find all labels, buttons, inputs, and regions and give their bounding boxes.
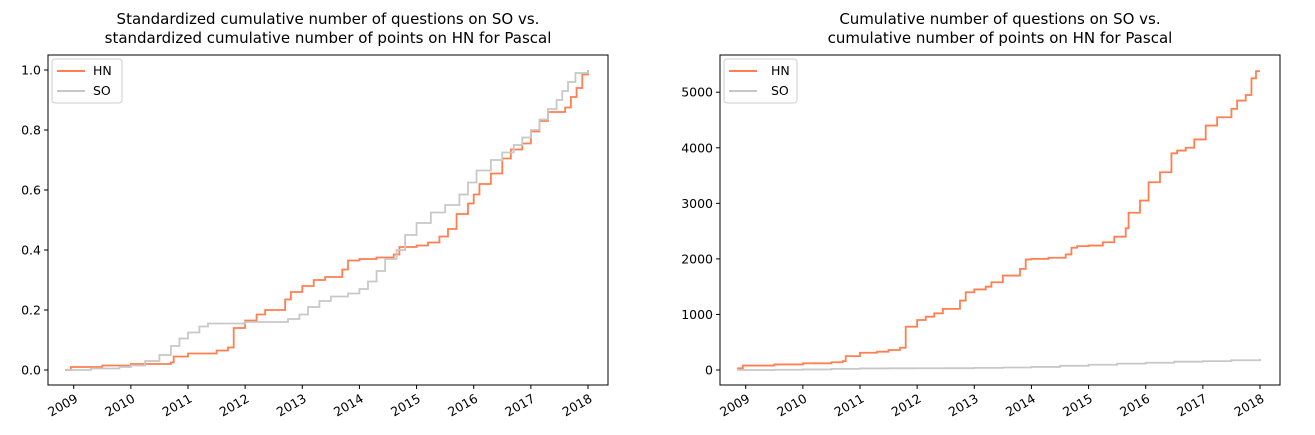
right-y-tick-label: 5000 [681,85,713,100]
left-y-tick-label: 1.0 [21,63,41,78]
right-plot [737,70,1261,371]
right-y-tick-label: 4000 [681,140,713,155]
chart-right: Cumulative number of questions on SO vs.… [681,10,1281,420]
left-plot-frame [47,54,609,386]
right-y-tick-label: 3000 [681,196,713,211]
left-y-tick-label: 0.6 [21,183,41,198]
right-legend-hn-label: HN [771,63,790,78]
left-x-tick-label: 2012 [217,391,252,420]
left-y-tick-label: 0.4 [21,243,41,258]
right-x-tick-label: 2011 [831,391,866,420]
right-legend: HN SO [723,58,798,104]
right-title-line-2: cumulative number of points on HN for Pa… [828,29,1173,47]
right-title-line-1: Cumulative number of questions on SO vs. [839,10,1160,28]
right-y-axis: 0 1000 2000 3000 4000 5000 [681,85,720,378]
right-x-tick-label: 2012 [889,391,924,420]
left-y-tick-label: 0.0 [21,363,41,378]
left-x-axis: 2009 2010 2011 2012 2013 2014 2015 2016 2017 2018 [45,385,595,420]
right-x-tick-label: 2016 [1117,391,1152,420]
right-y-tick-label: 1000 [681,307,713,322]
left-y-axis: 0.0 0.2 0.4 0.6 0.8 1.0 [21,63,48,378]
right-y-tick-label: 2000 [681,251,713,266]
right-x-tick-label: 2017 [1174,391,1209,420]
left-x-tick-label: 2013 [274,391,309,420]
left-plot [65,70,589,371]
right-series-hn-line [737,70,1260,370]
left-y-tick-label: 0.2 [21,303,41,318]
chart-left: Standardized cumulative number of questi… [21,10,609,420]
left-x-tick-label: 2018 [559,391,594,420]
left-x-tick-label: 2011 [159,391,194,420]
right-x-tick-label: 2010 [774,391,809,420]
left-x-tick-label: 2010 [102,391,137,420]
right-plot-frame [719,54,1281,386]
right-x-tick-label: 2015 [1060,391,1095,420]
right-x-tick-label: 2009 [717,391,752,420]
left-legend: HN SO [51,58,123,104]
right-x-tick-label: 2014 [1003,391,1038,420]
right-y-tick-label: 0 [705,363,713,378]
right-legend-so-label: SO [771,83,789,98]
right-x-axis: 2009 2010 2011 2012 2013 2014 2015 2016 2017 2018 [717,385,1267,420]
left-legend-hn-label: HN [93,63,112,78]
left-x-tick-label: 2016 [445,391,480,420]
left-y-tick-label: 0.8 [21,123,41,138]
left-x-tick-label: 2017 [502,391,537,420]
left-legend-so-label: SO [93,83,111,98]
left-x-tick-label: 2015 [388,391,423,420]
left-title-line-1: Standardized cumulative number of questi… [117,10,540,28]
right-series-so-line [737,358,1261,371]
left-title-line-2: standardized cumulative number of points… [105,29,552,47]
left-x-tick-label: 2009 [45,391,80,420]
left-x-tick-label: 2014 [331,391,366,420]
right-x-tick-label: 2013 [946,391,981,420]
right-x-tick-label: 2018 [1231,391,1266,420]
left-series-so-line [65,70,589,371]
left-series-hn-line [65,70,589,371]
